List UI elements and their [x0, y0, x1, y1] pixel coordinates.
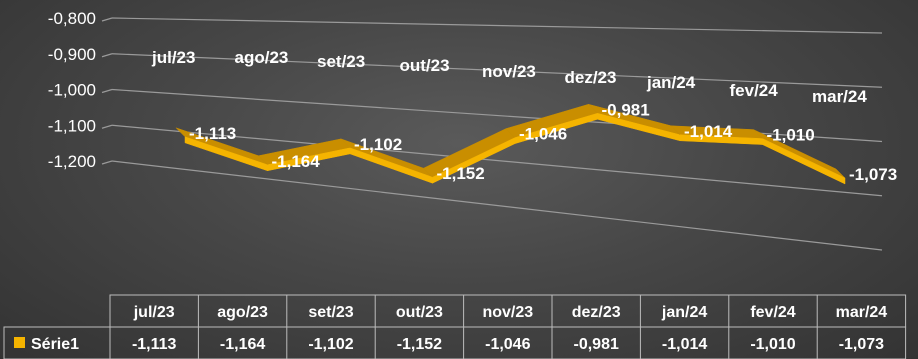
data-label: -1,152 — [437, 164, 485, 183]
table-value-cell: -0,981 — [574, 336, 619, 353]
data-label: -1,010 — [767, 126, 815, 145]
data-label: -1,102 — [354, 135, 402, 154]
x-category-label: ago/23 — [235, 48, 289, 67]
table-value-cell: -1,113 — [132, 336, 177, 353]
y-tick-label: -1,000 — [48, 81, 96, 100]
y-tick-label: -0,900 — [48, 45, 96, 64]
table-value-cell: -1,046 — [485, 336, 530, 353]
table-header-cell: dez/23 — [572, 304, 621, 321]
table-value-cell: -1,014 — [662, 336, 707, 353]
legend-swatch — [14, 337, 25, 348]
table-header-cell: jul/23 — [133, 304, 175, 321]
x-category-label: jan/24 — [646, 73, 696, 92]
table-header-cell: fev/24 — [750, 304, 795, 321]
table-header-cell: ago/23 — [217, 304, 268, 321]
table-value-cell: -1,010 — [750, 336, 795, 353]
data-table: jul/23 -1,113 ago/23 -1,164 set/23 -1,102 out/… — [3, 294, 907, 359]
data-labels: -1,113 -1,164 -1,102 -1,152 -1,046 -0,981 -1,0… — [189, 100, 897, 184]
gridline-depth — [101, 124, 113, 129]
table-header-cell: out/23 — [396, 304, 443, 321]
table-row-border — [3, 326, 907, 359]
y-tick-label: -1,100 — [48, 116, 96, 135]
gridline-depth — [101, 88, 113, 94]
data-label: -1,046 — [519, 125, 567, 144]
table-value-cell: -1,102 — [308, 336, 353, 353]
table-header-cell: set/23 — [308, 304, 353, 321]
gridline — [111, 124, 883, 197]
legend-series-name: Série1 — [31, 336, 79, 353]
x-category-label: out/23 — [400, 56, 450, 75]
gridline — [111, 160, 883, 251]
gridline-depth — [101, 53, 113, 58]
gridlines — [101, 17, 883, 251]
x-category-label: mar/24 — [812, 87, 867, 106]
y-axis-ticks: -0,800 -0,900 -1,000 -1,100 -1,200 — [48, 9, 96, 171]
table-header-cell: mar/24 — [836, 304, 888, 321]
x-axis-categories: jul/23 ago/23 set/23 out/23 nov/23 dez/23 jan/… — [151, 48, 867, 106]
y-tick-label: -0,800 — [48, 9, 96, 28]
data-label: -0,981 — [602, 100, 650, 119]
x-category-label: dez/23 — [565, 68, 617, 87]
x-category-label: fev/24 — [730, 81, 779, 100]
gridline-depth — [101, 160, 113, 165]
series-ribbon — [175, 103, 846, 185]
table-value-cell: -1,152 — [397, 336, 442, 353]
ribbon-front-face — [762, 138, 846, 185]
data-label: -1,014 — [684, 122, 733, 141]
table-header-cell: jan/24 — [661, 304, 707, 321]
table-header-cell: nov/23 — [482, 304, 533, 321]
data-label: -1,164 — [272, 152, 321, 171]
gridline — [111, 53, 883, 88]
data-label: -1,113 — [189, 124, 236, 143]
data-label: -1,073 — [849, 165, 897, 184]
gridline-depth — [101, 17, 113, 22]
table-value-cell: -1,073 — [839, 336, 884, 353]
table-value-cell: -1,164 — [220, 336, 265, 353]
gridline — [111, 17, 883, 34]
x-category-label: set/23 — [317, 52, 365, 71]
x-category-label: nov/23 — [482, 62, 536, 81]
y-tick-label: -1,200 — [48, 152, 96, 171]
x-category-label: jul/23 — [151, 48, 195, 67]
